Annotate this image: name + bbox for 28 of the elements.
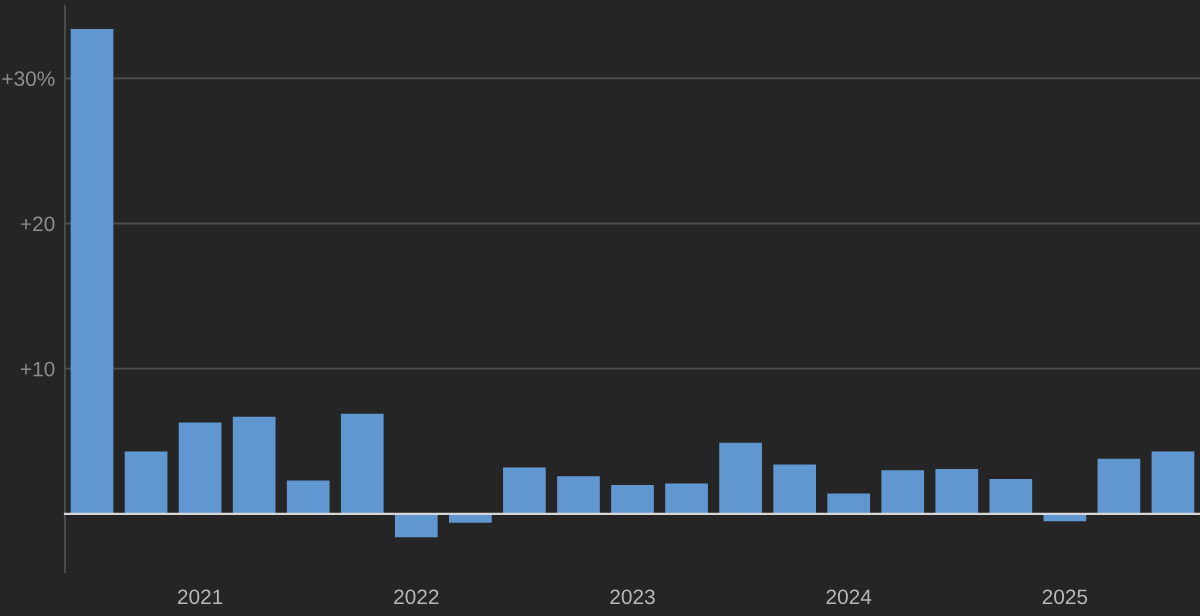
bar — [611, 484, 654, 514]
bar — [70, 28, 114, 514]
bar — [827, 493, 871, 514]
bar — [449, 513, 492, 523]
x-tick-label: 2023 — [610, 589, 655, 605]
bar — [1151, 451, 1195, 514]
x-tick-label: 2021 — [178, 589, 223, 605]
bar — [773, 464, 816, 514]
bar — [935, 468, 979, 514]
x-tick-label: 2024 — [826, 589, 872, 605]
bar — [340, 413, 384, 514]
bar — [881, 470, 925, 514]
y-tick-label: +10 — [20, 361, 55, 377]
y-tick-label: +20 — [20, 216, 55, 232]
bar — [989, 479, 1033, 514]
x-tick-label: 2022 — [394, 589, 439, 605]
x-tick-label: 2025 — [1042, 589, 1088, 605]
bar — [1097, 458, 1141, 514]
bar — [124, 451, 168, 514]
bar — [719, 442, 762, 514]
bar — [665, 483, 708, 514]
y-tick-label: +30% — [2, 71, 55, 87]
bar — [178, 422, 222, 514]
bar — [394, 513, 438, 538]
bar — [557, 476, 600, 514]
bar — [286, 480, 330, 514]
bar — [503, 467, 546, 514]
bar — [232, 416, 276, 514]
